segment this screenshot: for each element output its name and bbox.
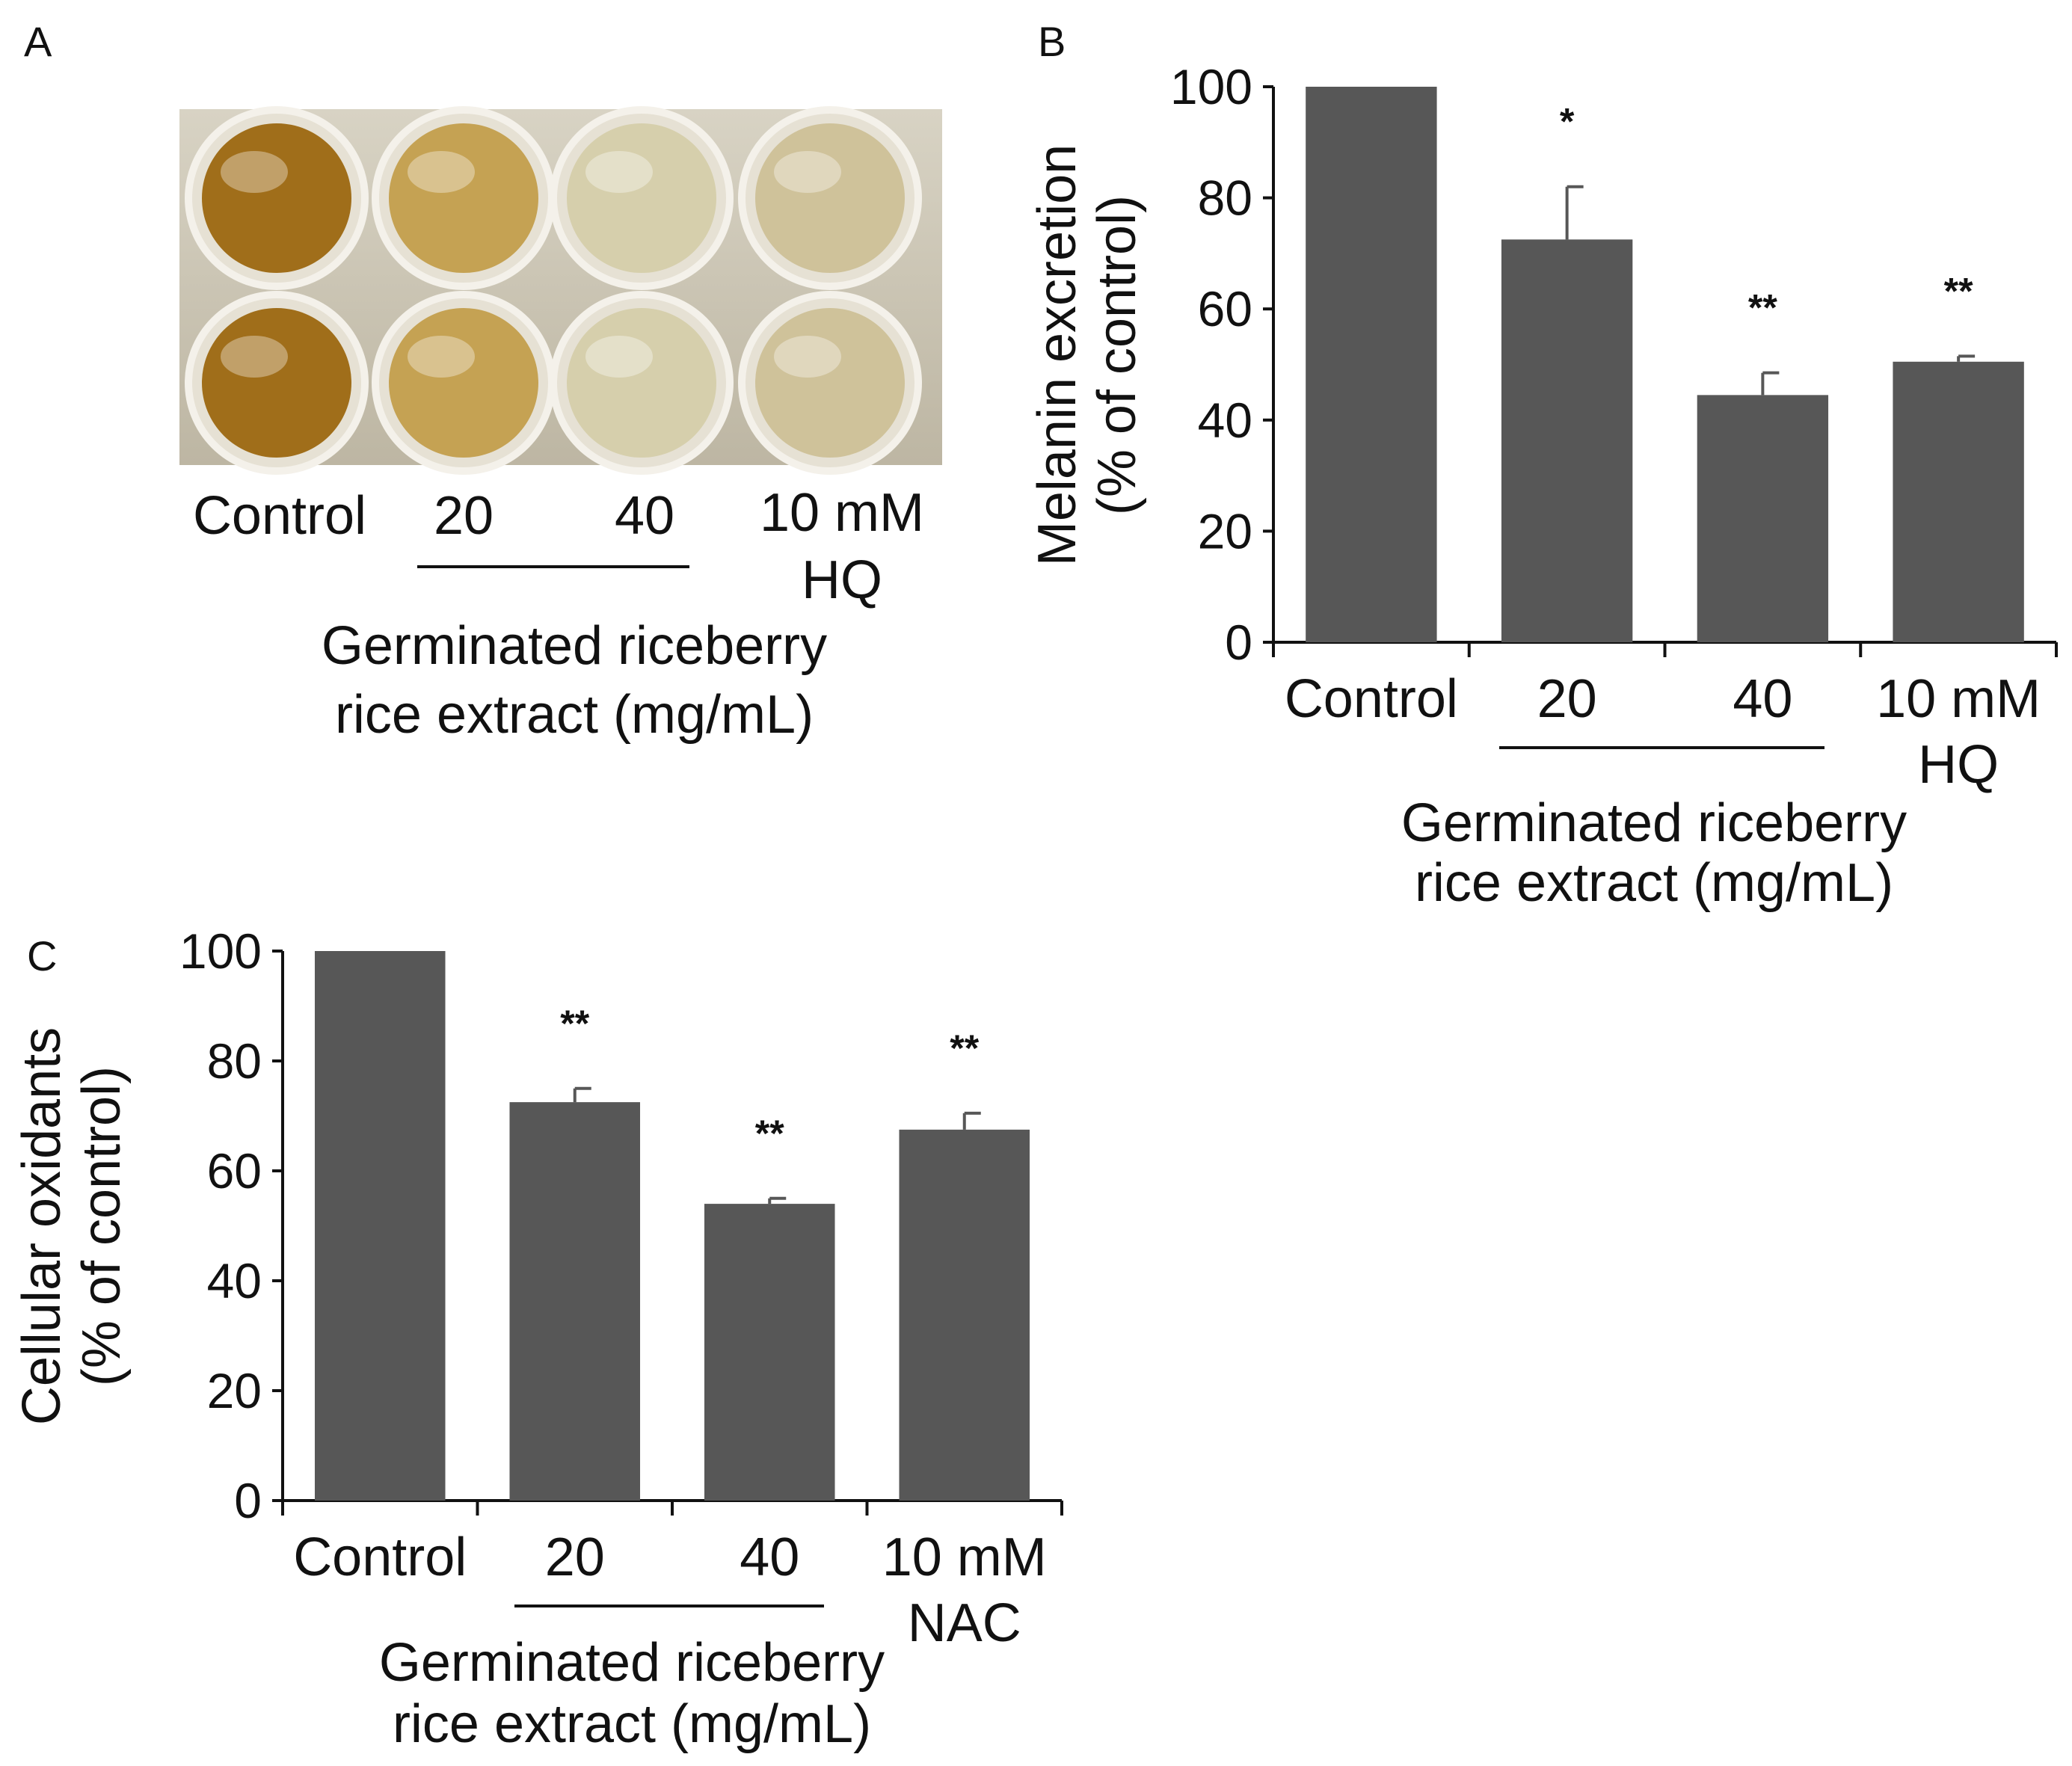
panel-c-ylabel-line1: Cellular oxidants — [12, 1027, 72, 1425]
well-liquid — [567, 308, 716, 458]
panel-c-group-label-line1: Germinated riceberry — [379, 1633, 885, 1693]
well-2-4 — [738, 291, 922, 475]
well-2-3 — [550, 291, 734, 475]
well-1-2 — [372, 106, 556, 290]
well-highlight — [408, 151, 475, 193]
panel-c-bar-2 — [704, 1204, 835, 1501]
panel-b-category-label-3: HQ — [1918, 735, 1999, 795]
well-highlight — [774, 336, 841, 378]
well-2-2 — [372, 291, 556, 475]
panel-c-chart: C Cellular oxidants (% of control) Germi… — [12, 923, 1063, 1754]
panel-b-bar-0 — [1306, 87, 1437, 642]
panel-b-category-label-3: 10 mM — [1876, 669, 2041, 729]
well-1-4 — [738, 106, 922, 290]
panel-c-ytick-label: 60 — [207, 1143, 262, 1199]
panel-a-group-label-line1: Germinated riceberry — [322, 616, 827, 676]
panel-b-ytick-label: 100 — [1170, 59, 1252, 114]
well-plate-photo — [179, 106, 942, 475]
well-highlight — [221, 151, 288, 193]
well-liquid — [389, 308, 538, 458]
well-highlight — [774, 151, 841, 193]
panel-c-category-label-1: 20 — [545, 1527, 605, 1587]
well-highlight — [221, 336, 288, 378]
panel-c-letter: C — [27, 932, 57, 979]
panel-b-category-label-1: 20 — [1537, 669, 1597, 729]
panel-c-bar-0 — [314, 951, 446, 1501]
panel-a-group-label-line2: rice extract (mg/mL) — [335, 685, 814, 745]
panel-a-label-20: 20 — [434, 486, 494, 546]
panel-b-ylabel-line2: (% of control) — [1087, 195, 1147, 515]
well-highlight — [408, 336, 475, 378]
panel-b-chart: B Melanin excretion (% of control) Germi… — [1027, 18, 2058, 913]
panel-b-bar-3 — [1893, 361, 2024, 642]
panel-b-ytick-label: 0 — [1225, 615, 1252, 670]
panel-a-label-hq: HQ — [802, 550, 882, 610]
well-1-1 — [185, 106, 369, 290]
panel-c-category-label-2: 40 — [740, 1527, 799, 1587]
panel-c-bar-1 — [509, 1102, 641, 1501]
panel-c-significance-1: ** — [560, 1003, 589, 1044]
well-1-3 — [550, 106, 734, 290]
panel-a-label-40: 40 — [615, 486, 674, 546]
panel-b-ytick-label: 80 — [1198, 170, 1252, 226]
panel-b-bar-2 — [1697, 395, 1829, 642]
well-liquid — [567, 123, 716, 273]
panel-b-ytick-label: 40 — [1198, 393, 1252, 448]
panel-c-ytick-label: 0 — [234, 1473, 262, 1528]
well-liquid — [755, 123, 905, 273]
panel-c-ytick-label: 40 — [207, 1253, 262, 1308]
well-liquid — [755, 308, 905, 458]
well-liquid — [202, 308, 351, 458]
panel-c-ytick-label: 20 — [207, 1363, 262, 1418]
panel-a: A Control 20 40 10 mM HQ Germinated rice… — [24, 18, 942, 745]
panel-c-significance-3: ** — [950, 1027, 979, 1069]
well-2-1 — [185, 291, 369, 475]
panel-a-label-10mm: 10 mM — [760, 483, 924, 543]
panel-b-significance-2: ** — [1748, 287, 1777, 329]
panel-c-category-label-0: Control — [293, 1527, 467, 1587]
panel-b-significance-3: ** — [1944, 270, 1973, 312]
panel-b-ylabel-line1: Melanin excretion — [1027, 144, 1087, 566]
panel-c-significance-2: ** — [755, 1113, 784, 1154]
well-liquid — [389, 123, 538, 273]
panel-b-category-label-0: Control — [1285, 669, 1458, 729]
panel-c-group-label-line2: rice extract (mg/mL) — [393, 1694, 871, 1754]
panel-c-ylabel-line2: (% of control) — [72, 1066, 132, 1386]
panel-b-group-label-line1: Germinated riceberry — [1401, 793, 1907, 853]
panel-b-category-label-2: 40 — [1733, 669, 1792, 729]
panel-b-ytick-label: 60 — [1198, 281, 1252, 336]
well-liquid — [202, 123, 351, 273]
panel-c-bar-3 — [899, 1129, 1030, 1501]
panel-a-label-control: Control — [193, 486, 366, 546]
well-highlight — [585, 336, 653, 378]
panel-c-category-label-3: NAC — [908, 1593, 1021, 1653]
panel-c-ytick-label: 80 — [207, 1033, 262, 1089]
panel-a-letter: A — [24, 18, 52, 65]
well-highlight — [585, 151, 653, 193]
panel-c-ytick-label: 100 — [179, 923, 262, 979]
panel-b-ytick-label: 20 — [1198, 503, 1252, 559]
panel-b-letter: B — [1038, 18, 1066, 65]
panel-b-bar-1 — [1501, 239, 1633, 642]
panel-b-group-label-line2: rice extract (mg/mL) — [1415, 853, 1893, 913]
panel-b-significance-1: * — [1560, 101, 1575, 143]
panel-c-category-label-3: 10 mM — [882, 1527, 1047, 1587]
